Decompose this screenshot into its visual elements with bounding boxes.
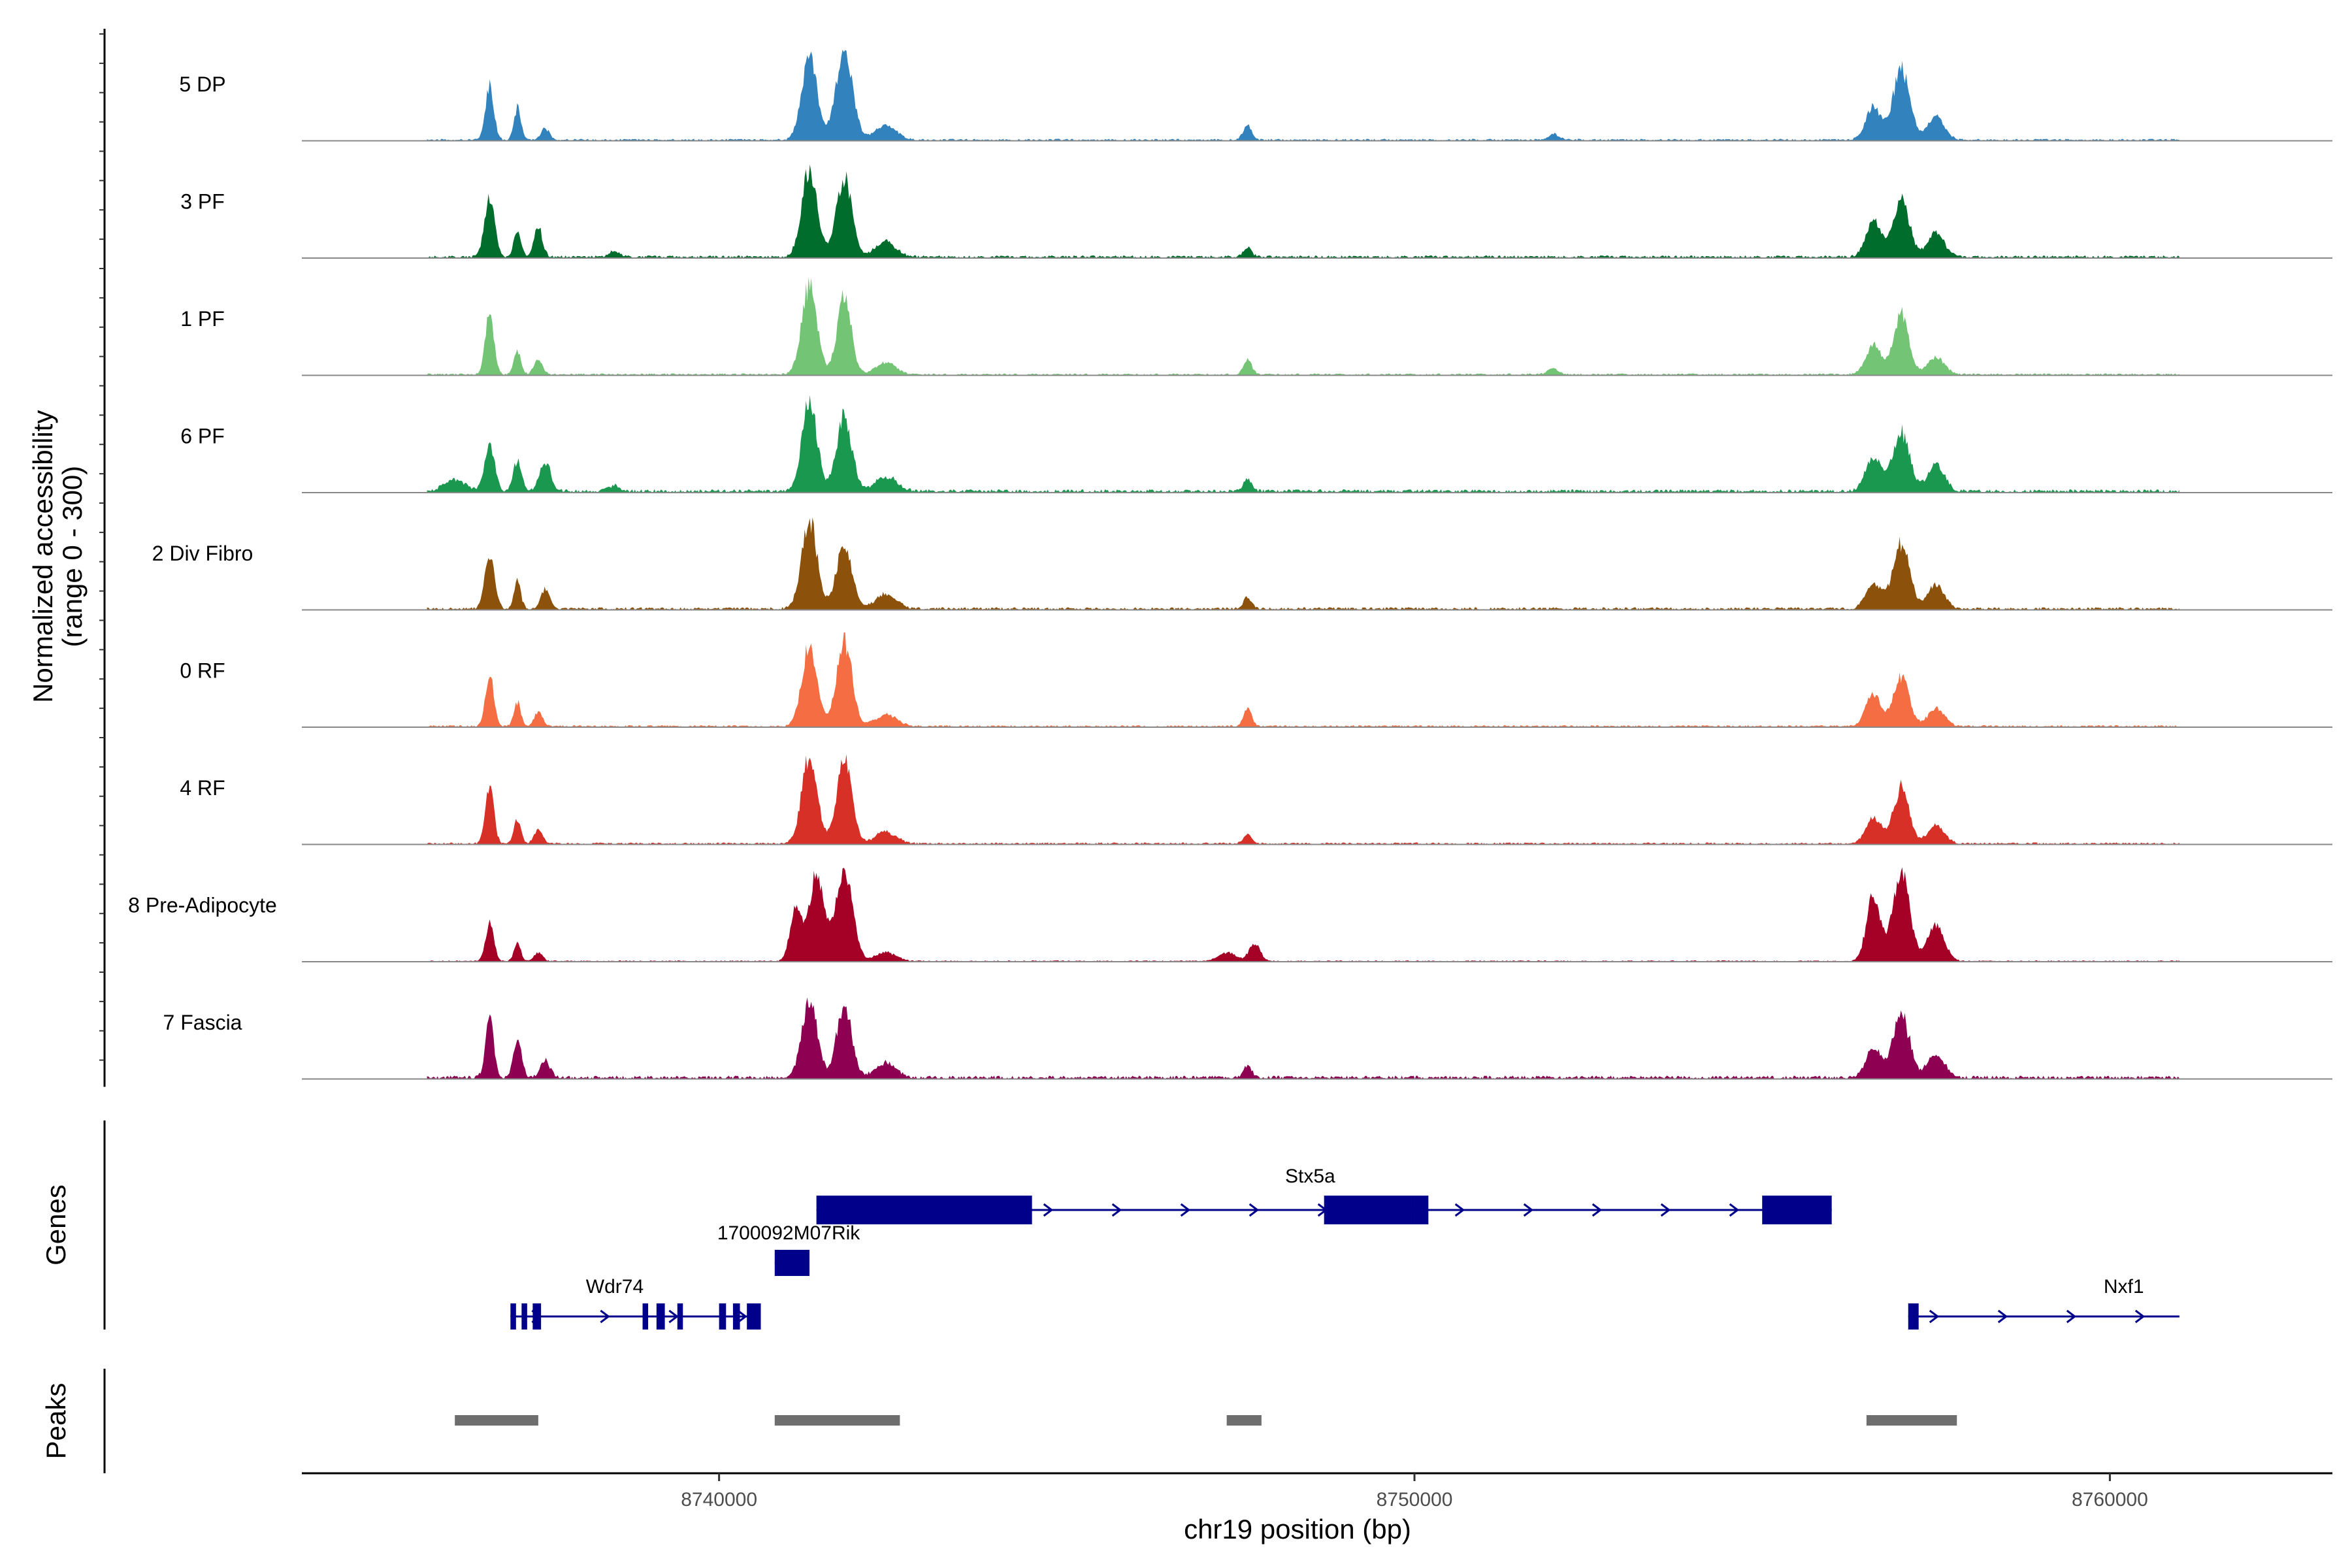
strand-arrow <box>2134 1309 2146 1324</box>
track-label-6: 4 RF <box>180 776 225 800</box>
x-axis-title: chr19 position (bp) <box>1184 1514 1411 1544</box>
coverage-area-8 <box>427 997 2180 1079</box>
exon-Wdr74 <box>719 1303 727 1330</box>
gene-label-1700092M07Rik: 1700092M07Rik <box>717 1222 860 1244</box>
x-axis: 8740000 8750000 8760000 chr19 position (bp) <box>302 1472 2332 1544</box>
y-axis-title: Normalized accessibility <box>27 410 58 703</box>
strand-arrow <box>1180 1203 1191 1217</box>
gene-label-Stx5a: Stx5a <box>1285 1166 1335 1187</box>
x-tick-label: 8750000 <box>1377 1489 1453 1511</box>
exon-Wdr74 <box>510 1303 516 1330</box>
gene-label-Wdr74: Wdr74 <box>586 1276 644 1298</box>
exon-Stx5a <box>1414 1196 1429 1224</box>
exon-Stx5a <box>1762 1196 1832 1224</box>
x-tick-label: 8760000 <box>2072 1489 2148 1511</box>
strand-arrow <box>1997 1309 2008 1324</box>
x-tick-label: 8740000 <box>681 1489 757 1511</box>
coverage-area-5 <box>427 632 2180 727</box>
strand-arrow <box>1660 1203 1671 1217</box>
track-label-2: 1 PF <box>180 307 225 331</box>
track-label-7: 8 Pre-Adipocyte <box>128 894 277 917</box>
strand-arrow <box>1454 1203 1465 1217</box>
track-label-5: 0 RF <box>180 659 225 683</box>
track-label-1: 3 PF <box>180 190 225 214</box>
coverage-area-1 <box>427 164 2180 258</box>
gene-label-Nxf1: Nxf1 <box>2104 1276 2144 1298</box>
genes-panel-label: Genes <box>41 1184 71 1266</box>
track-label-0: 5 DP <box>179 73 225 96</box>
axes-layer: Normalized accessibility(range 0 - 300) <box>27 29 106 1087</box>
exon-Wdr74 <box>656 1303 665 1330</box>
strand-arrow <box>1111 1203 1122 1217</box>
coverage-area-0 <box>427 50 2180 141</box>
exon-Nxf1 <box>1908 1303 1919 1330</box>
coverage-area-6 <box>427 754 2180 845</box>
coverage-area-7 <box>427 867 2180 962</box>
peak-region-3 <box>1866 1415 1957 1426</box>
track-label-8: 7 Fascia <box>163 1011 242 1034</box>
exon-Wdr74 <box>747 1303 761 1330</box>
strand-arrow <box>668 1309 679 1324</box>
genes-layer: Genes Stx5a 1700092M07Rik Wdr74 Nxf1 <box>41 1120 2180 1330</box>
exon-Stx5a <box>1324 1196 1415 1224</box>
strand-arrow <box>1929 1309 1940 1324</box>
strand-arrow <box>1043 1203 1054 1217</box>
exon-1700092M07Rik <box>774 1250 809 1276</box>
exon-Wdr74 <box>532 1303 542 1330</box>
strand-arrow <box>1523 1203 1534 1217</box>
strand-arrow <box>600 1309 610 1324</box>
peaks-layer: Peaks <box>41 1369 1957 1473</box>
peak-region-2 <box>1226 1415 1262 1426</box>
track-label-3: 6 PF <box>180 425 225 448</box>
exon-Stx5a <box>816 1196 1032 1224</box>
coverage-area-4 <box>427 517 2180 610</box>
coverage-area-3 <box>427 395 2180 493</box>
peak-region-0 <box>455 1415 538 1426</box>
exon-Wdr74 <box>521 1303 527 1330</box>
coverage-area-2 <box>427 276 2180 376</box>
exon-Wdr74 <box>732 1303 740 1330</box>
strand-arrow <box>737 1309 747 1324</box>
strand-arrow <box>2066 1309 2077 1324</box>
strand-arrow <box>1249 1203 1260 1217</box>
exon-Wdr74 <box>642 1303 649 1330</box>
y-axis-range-label: (range 0 - 300) <box>57 466 88 647</box>
track-label-4: 2 Div Fibro <box>152 542 253 565</box>
peaks-panel-label: Peaks <box>41 1383 71 1460</box>
peak-region-1 <box>774 1415 900 1426</box>
exon-Wdr74 <box>677 1303 683 1330</box>
tracks-layer: 5 DP 3 PF 1 PF 6 PF 2 Div Fibro 0 RF 4 RF 8 Pre… <box>128 50 2332 1080</box>
strand-arrow <box>1729 1203 1740 1217</box>
strand-arrow <box>1592 1203 1603 1217</box>
